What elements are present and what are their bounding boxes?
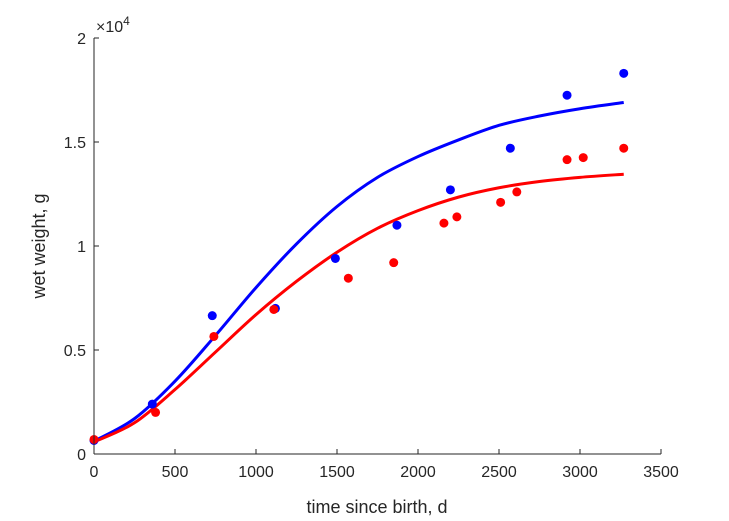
x-tick-label: 2000: [400, 464, 436, 481]
y-tick-label: 1.5: [64, 135, 86, 152]
data-point-series-2: [269, 304, 279, 314]
data-point-series-2: [439, 218, 449, 228]
x-tick-label: 2500: [481, 464, 517, 481]
data-point-series-1: [619, 68, 629, 78]
data-point-series-2: [209, 331, 219, 341]
x-ticks: 0 500 1000 1500 2000 2500 3000 3500: [90, 449, 679, 481]
y-exponent-power: 4: [123, 14, 130, 28]
y-axis-label: wet weight, g: [29, 193, 49, 299]
data-point-series-1: [207, 311, 217, 321]
data-point-series-1: [147, 399, 157, 409]
data-point-series-2: [496, 197, 506, 207]
data-point-series-1: [562, 90, 572, 100]
fit-curves: [93, 100, 624, 444]
data-point-series-1: [505, 143, 515, 153]
x-tick-label: 0: [90, 464, 99, 481]
data-point-series-2: [512, 187, 522, 197]
data-point-series-2: [619, 143, 629, 153]
y-tick-label: 0: [77, 447, 86, 464]
data-point-series-2: [151, 407, 161, 417]
data-point-series-1: [330, 253, 340, 263]
data-point-series-2: [389, 258, 399, 268]
fit-curve-series-2: [93, 172, 624, 444]
data-point-series-2: [452, 212, 462, 222]
y-ticks: 0 0.5 1 1.5 2: [64, 31, 99, 464]
x-tick-label: 3500: [643, 464, 679, 481]
x-tick-label: 1000: [238, 464, 274, 481]
y-exponent-label: ×104: [96, 14, 130, 36]
y-tick-label: 2: [77, 31, 86, 48]
data-point-series-1: [445, 185, 455, 195]
data-point-series-2: [578, 153, 588, 163]
y-tick-label: 1: [77, 239, 86, 256]
x-axis-label: time since birth, d: [306, 497, 447, 517]
y-tick-label: 0.5: [64, 343, 86, 360]
data-point-series-1: [392, 220, 402, 230]
x-tick-label: 1500: [319, 464, 355, 481]
data-points: [89, 68, 629, 445]
x-tick-label: 3000: [562, 464, 598, 481]
data-point-series-2: [343, 273, 353, 283]
fit-curve-series-1: [93, 100, 624, 443]
data-point-series-2: [562, 155, 572, 165]
x-tick-label: 500: [162, 464, 189, 481]
plot-area: [94, 38, 661, 454]
